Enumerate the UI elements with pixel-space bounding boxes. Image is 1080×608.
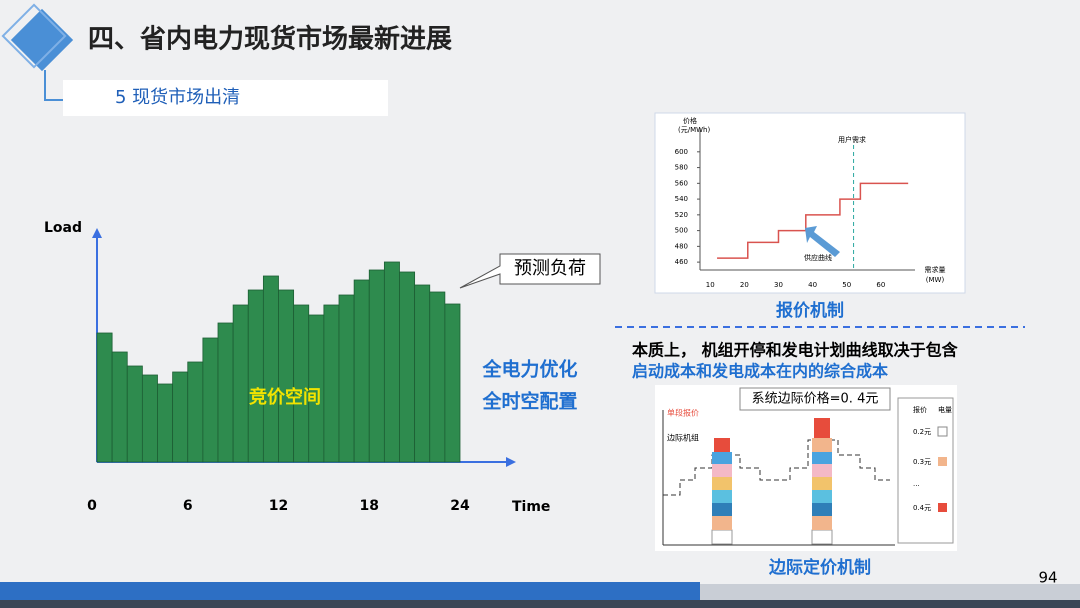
summary: 启动成本和发电成本在内的综合成本 [632,362,888,381]
label-box [739,387,891,411]
annotation: 用户需求 [838,135,866,144]
legend-box [897,397,954,544]
bar [111,351,128,463]
title: 四、省内电力现货市场最新进展 [88,24,452,55]
bar [262,275,279,463]
label: 单段报价 [667,408,699,418]
annotation: 竞价空间 [249,386,321,408]
bar [278,289,295,463]
bar [187,361,204,463]
label: 系统边际价格=0. 4元 [752,391,879,407]
x-tick-label: 20 [740,281,749,289]
bar [172,371,189,463]
caption: 边际定价机制 [768,557,871,578]
y-tick-label: 500 [675,227,688,235]
legend-swatch [938,457,947,466]
header: 四、省内电力现货市场最新进展 5 现货市场出清 [1,3,452,116]
bar [353,279,370,463]
bar [429,291,446,463]
x-tick-label: 6 [183,498,193,514]
bar [247,289,264,463]
bar [126,365,143,463]
y-tick-label: 540 [675,195,688,203]
y-tick-label: 460 [675,258,688,266]
x-tick-label: 18 [360,498,379,514]
connector [44,70,63,101]
supply-curve [717,182,909,259]
logo-outline [1,3,67,69]
y-arrow [92,228,102,238]
bar [444,303,461,463]
footer-stripe [0,582,700,600]
bar [232,304,249,463]
logo-diamond [10,8,74,72]
y-tick-label: 520 [675,211,688,219]
bar [383,261,400,463]
caption: 报价机制 [776,300,844,321]
y-label: Load [44,220,82,236]
bar [157,383,174,463]
y-tick-label: 580 [675,164,688,172]
x-label: 需求量 [925,265,946,274]
bar [338,294,355,463]
legend-header: 电量 [938,405,952,414]
bid-panel [654,112,966,294]
bar [414,284,431,463]
x-tick-label: 10 [706,281,715,289]
x-tick-label: 30 [774,281,783,289]
callout [459,253,601,289]
y-tick-label: 480 [675,242,688,250]
y-tick-label: 560 [675,179,688,187]
bar [202,337,219,463]
bar [141,374,158,463]
legend-swatch [938,503,947,512]
side-text: 全时空配置 [481,390,577,413]
x-label: (MW) [926,276,945,284]
legend-entry: ... [913,480,920,488]
bar [293,304,310,463]
footer-dark [0,600,1080,608]
bar [368,269,385,463]
section-box [63,80,388,116]
x-tick-label: 0 [87,498,97,514]
x-label: Time [512,499,550,515]
x-tick-label: 12 [269,498,288,514]
bar [217,322,234,463]
legend-entry: 0.4元 [913,504,931,512]
bar [323,304,340,463]
x-arrow [506,457,516,467]
x-tick-label: 24 [450,498,470,514]
label: 边际机组 [667,433,699,443]
annotation: 供应曲线 [804,253,832,262]
y-label: 价格 [683,116,697,125]
marginal-diagram: 单段报价 边际机组 系统边际价格=0. 4元 报价 电量 0.2元 0.3元 .… [655,385,957,551]
side-text: 全电力优化 [481,358,577,381]
summary: 本质上， 机组开停和发电计划曲线取决于包含 [632,341,959,360]
bid-chart: 460 480 500 520 540 560 580 600 10 20 30 40 50 60 价格(元… [675,116,946,289]
bar [96,332,113,463]
legend-entry: 0.3元 [913,458,931,466]
annotation: 预测负荷 [514,258,586,279]
x-tick-label: 40 [808,281,817,289]
section: 5 现货市场出清 [115,87,240,108]
stack [711,418,833,545]
legend-entry: 0.2元 [913,428,931,436]
legend-swatch [937,426,948,437]
y-tick-label: 600 [675,148,688,156]
load-line [663,439,890,496]
bar [399,271,416,463]
y-label: (元/MWh) [678,126,710,134]
legend-header: 报价 [913,405,927,414]
x-tick-label: 60 [876,281,885,289]
arrow [805,226,840,257]
load-chart: 0 6 12 18 24 [87,261,470,514]
page-number: 94 [1038,569,1057,587]
x-tick-label: 50 [842,281,851,289]
